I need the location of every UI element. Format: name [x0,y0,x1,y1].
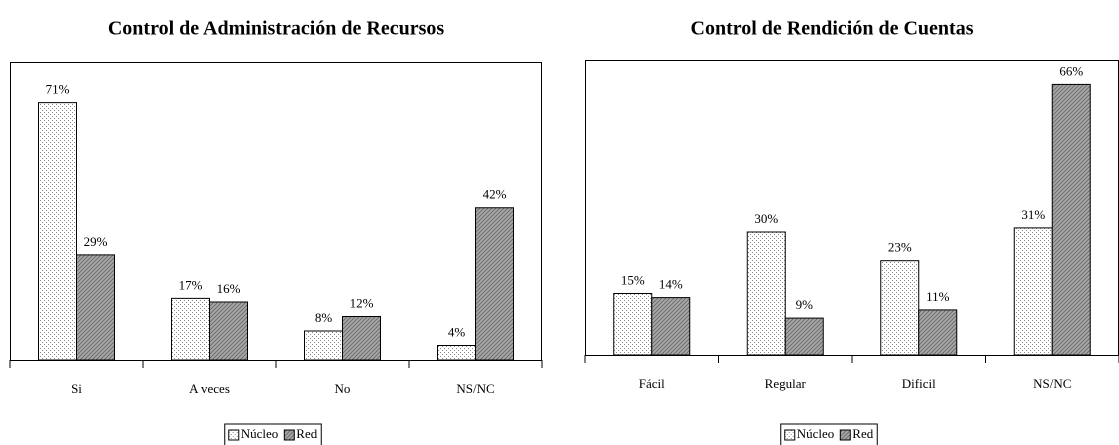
legend-label: Núcleo [241,426,279,441]
legend-label: Red [296,426,317,441]
bar [209,301,248,361]
bar [784,317,824,356]
legend-box [780,423,878,445]
x-tick-label: No [335,381,351,396]
data-label: 17% [179,277,203,292]
data-label: 31% [1021,207,1045,222]
bar [304,330,343,361]
bar [746,231,786,356]
bar [613,293,653,356]
legend-label: Red [852,426,873,441]
data-label: 15% [621,272,645,287]
data-label: 9% [796,297,814,312]
data-label: 23% [888,240,912,255]
bar [76,254,115,361]
data-label: 12% [350,295,374,310]
legend: Núcleo Red [780,423,878,445]
bar [342,316,381,361]
bar [475,207,514,361]
data-label: 14% [659,277,683,292]
x-tick-label: Dificil [902,376,936,391]
bar [918,309,958,356]
bar [1013,227,1053,356]
legend-label: Núcleo [797,426,835,441]
legend-swatch [839,429,851,441]
x-tick-label: Fácil [639,376,665,391]
x-tick-label: NS/NC [456,381,494,396]
legend-swatch [784,429,796,441]
data-label: 71% [46,82,70,97]
legend: Núcleo Red [224,423,322,445]
data-label: 11% [926,289,950,304]
data-label: 30% [754,211,778,226]
data-label: 8% [315,310,333,325]
chart-title: Control de Rendición de Cuentas [691,18,974,40]
chart-title: Control de Administración de Recursos [108,18,445,40]
x-tick-label: A veces [189,381,230,396]
data-label: 29% [84,234,108,249]
data-label: 42% [483,187,507,202]
data-label: 4% [448,324,466,339]
data-label: 16% [217,281,241,296]
legend-swatch [228,429,240,441]
x-tick-label: Regular [765,376,807,391]
bar [1051,83,1091,356]
data-label: 66% [1059,63,1083,78]
bar [880,260,920,356]
legend-swatch [283,429,295,441]
bar [171,297,210,361]
bar [38,102,77,361]
bar [651,297,691,356]
x-tick-label: NS/NC [1033,376,1071,391]
bar [437,345,476,361]
x-tick-label: Si [71,381,82,396]
legend-box [224,423,322,445]
